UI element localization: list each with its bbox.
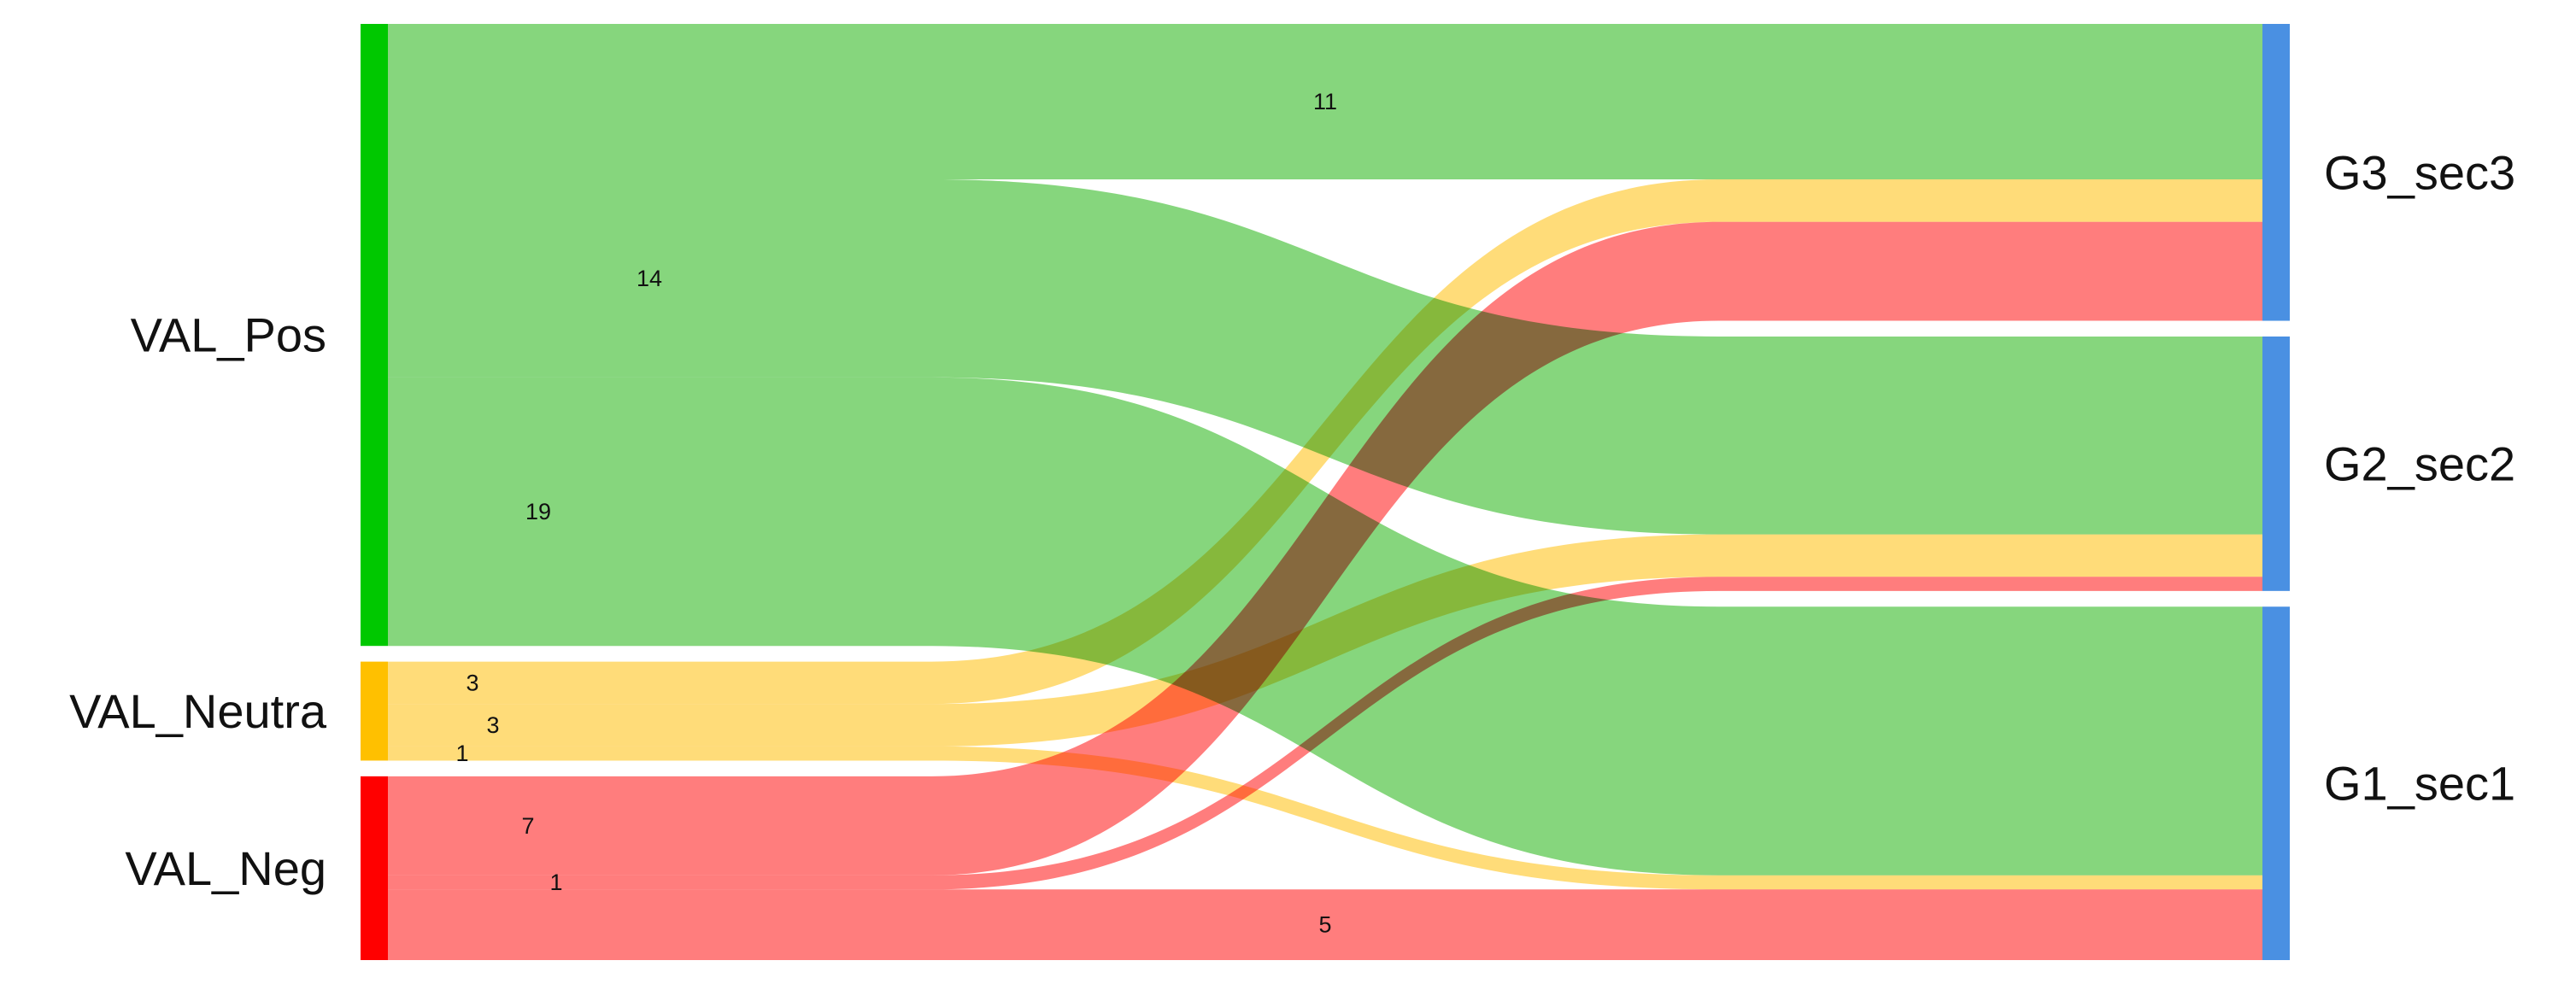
node-bar-g1 xyxy=(2262,606,2290,960)
flow-value-label-neg-to-g1: 5 xyxy=(1318,912,1331,938)
flows-layer xyxy=(388,24,2262,960)
flow-value-label-pos-to-g1: 19 xyxy=(525,499,551,524)
flow-value-label-neg-to-g2: 1 xyxy=(549,870,562,895)
node-bar-g2 xyxy=(2262,336,2290,591)
node-label-pos: VAL_Pos xyxy=(131,308,326,362)
node-bar-g3 xyxy=(2262,24,2290,321)
flow-neg-to-g3 xyxy=(388,221,2262,876)
node-label-g1: G1_sec1 xyxy=(2324,757,2515,811)
flow-value-label-neu-to-g3: 3 xyxy=(466,670,478,695)
nodes-layer xyxy=(361,24,2290,960)
flow-neg-to-g2 xyxy=(388,577,2262,890)
labels-layer: VAL_Pos VAL_Neutra VAL_Neg G3_sec3 G2_sec2 G1… xyxy=(69,89,2515,938)
flow-value-label-neu-to-g1: 1 xyxy=(455,741,468,766)
flow-pos-to-g3 xyxy=(388,24,2262,180)
node-label-neg: VAL_Neg xyxy=(125,841,326,895)
flow-value-label-neu-to-g2: 3 xyxy=(486,712,499,738)
flow-pos-to-g2 xyxy=(388,179,2262,535)
flow-value-label-pos-to-g2: 14 xyxy=(637,266,662,291)
node-bar-pos xyxy=(361,24,388,647)
flow-neu-to-g1 xyxy=(388,746,2262,890)
node-label-g2: G2_sec2 xyxy=(2324,436,2515,490)
flow-neg-to-g1 xyxy=(388,889,2262,960)
flow-value-label-neg-to-g3: 7 xyxy=(521,813,534,839)
node-bar-neu xyxy=(361,661,388,761)
flow-neu-to-g2 xyxy=(388,534,2262,747)
flow-neu-to-g3 xyxy=(388,179,2262,705)
node-label-neu: VAL_Neutra xyxy=(69,684,327,738)
node-label-g3: G3_sec3 xyxy=(2324,145,2515,199)
flow-value-label-pos-to-g3: 11 xyxy=(1313,89,1337,114)
node-bar-neg xyxy=(361,776,388,960)
